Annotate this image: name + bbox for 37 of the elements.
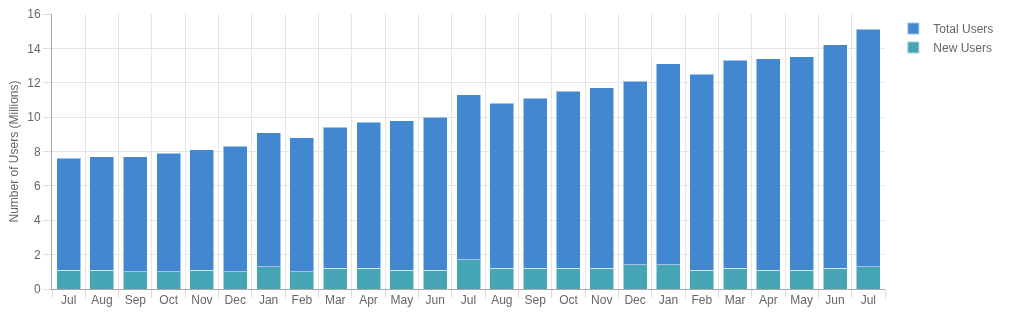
x-tick-label: Dec (224, 293, 246, 308)
x-tick-label: Jun (425, 293, 445, 308)
y-tick-label: 2 (33, 247, 41, 262)
x-tick-label: Apr (759, 293, 778, 308)
x-tick-label: Nov (191, 293, 213, 308)
x-tick-label: Feb (291, 293, 313, 308)
x-tick-label: Nov (591, 293, 613, 308)
y-tick-label: 0 (33, 282, 41, 297)
x-tick-label: Jan (658, 293, 679, 308)
x-tick-label: Apr (359, 293, 378, 308)
x-tick-label: Sep (124, 293, 147, 308)
x-tick-label: Jul (460, 293, 477, 308)
x-tick-label: Jun (825, 293, 845, 308)
x-tick-label: Mar (324, 293, 346, 308)
y-axis-title: Number of Users (Millions) (6, 80, 21, 223)
x-tick-label: Sep (524, 293, 547, 308)
x-tick-label: May (790, 293, 814, 308)
x-tick-label: May (390, 293, 414, 308)
x-tick-label: Oct (159, 293, 179, 308)
x-tick-label: Dec (624, 293, 646, 308)
y-tick-label: 16 (27, 7, 41, 22)
y-tick-label: 8 (33, 144, 41, 159)
x-tick-label: Mar (724, 293, 746, 308)
y-tick-label: 14 (27, 41, 41, 56)
x-tick-label: Oct (559, 293, 579, 308)
x-tick-label: Jul (60, 293, 77, 308)
y-tick-label: 12 (27, 75, 41, 90)
legend-label: Total Users (933, 22, 994, 37)
x-tick-label: Aug (91, 293, 113, 308)
x-tick-label: Aug (491, 293, 513, 308)
x-tick-label: Jan (258, 293, 279, 308)
legend-label: New Users (933, 41, 993, 56)
x-tick-label: Feb (691, 293, 713, 308)
y-tick-label: 4 (33, 213, 41, 228)
x-tick-label: Jul (860, 293, 877, 308)
y-tick-label: 6 (33, 179, 41, 194)
y-tick-label: 10 (27, 110, 41, 125)
